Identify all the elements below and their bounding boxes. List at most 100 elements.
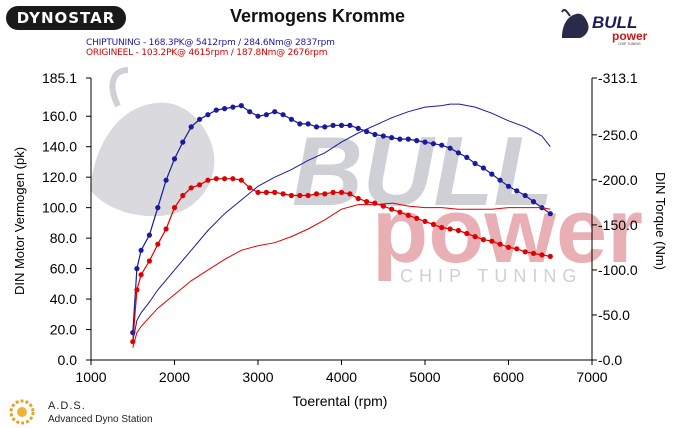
data-point (255, 113, 261, 119)
data-point (180, 139, 186, 145)
right-tick-label: -100.0 (598, 262, 638, 278)
data-point (347, 122, 353, 128)
data-point (263, 189, 269, 195)
left-axis-ticks: 0.0 20.0 40.0 60.0 80.0 100.0 120.0 140.0 160.0 1… (42, 70, 91, 368)
data-point (497, 177, 503, 183)
x-axis-ticks: 1000 2000 3000 4000 5000 6000 7000 (75, 360, 608, 385)
data-point (522, 192, 528, 199)
data-point (222, 106, 228, 112)
data-point (472, 160, 478, 167)
data-point (472, 234, 478, 240)
data-point (397, 209, 403, 215)
bull-logo-bottom-text: power (612, 29, 648, 43)
data-point (480, 237, 486, 243)
data-point (247, 185, 253, 191)
left-axis-label: DIN Motor Vermogen (pk) (12, 147, 27, 295)
series-line (132, 202, 551, 348)
data-point (280, 191, 286, 197)
data-point (530, 199, 537, 205)
data-point (146, 258, 152, 264)
left-tick-label: 160.0 (42, 108, 77, 124)
data-point (397, 136, 403, 142)
legend-chiptuning: CHIPTUNING - 168.3PK@ 5412rpm / 284.6Nm@… (86, 38, 335, 48)
data-point (313, 191, 320, 197)
ads-logo: A.D.S. Advanced Dyno Station (8, 398, 208, 428)
left-tick-label: 20.0 (50, 322, 77, 338)
series-line (132, 104, 551, 333)
data-point (447, 145, 453, 151)
data-point (205, 177, 211, 183)
data-point (364, 199, 370, 205)
data-point (213, 107, 219, 113)
ads-title: A.D.S. (48, 400, 86, 412)
data-point (405, 136, 411, 142)
x-axis-label: Toerental (rpm) (293, 393, 388, 409)
data-point (372, 131, 378, 138)
data-point (197, 116, 203, 122)
data-point (263, 112, 269, 118)
data-point (238, 103, 244, 109)
data-point (389, 206, 395, 212)
ads-subtitle: Advanced Dyno Station (48, 414, 153, 425)
data-point (330, 122, 336, 128)
data-point (180, 192, 186, 199)
x-tick-label: 6000 (493, 369, 524, 385)
data-point (430, 141, 436, 147)
data-point (171, 156, 178, 162)
data-point (155, 241, 161, 247)
data-point (489, 238, 495, 244)
data-point (355, 125, 361, 131)
chart-title: Vermogens Kromme (230, 6, 406, 26)
right-tick-label: -0.0 (598, 352, 622, 368)
data-point (155, 205, 161, 211)
data-point (505, 183, 512, 189)
data-point (305, 192, 311, 199)
dynostar-logo-text: DYNOSTAR (16, 9, 116, 27)
data-point (539, 252, 545, 258)
data-point (455, 227, 461, 234)
data-point (355, 195, 361, 202)
right-tick-label: -200.0 (598, 172, 638, 188)
data-point (338, 189, 345, 195)
data-point (138, 272, 144, 278)
bull-logo-top-text: BULL (592, 13, 637, 32)
data-point (313, 124, 320, 130)
data-point (134, 287, 140, 293)
legend-origineel: ORIGINEEL - 103.2PK@ 4615rpm / 187.8Nm@ … (86, 48, 328, 58)
data-point (338, 122, 345, 128)
data-point (547, 253, 553, 259)
data-point (238, 177, 244, 183)
data-point (447, 226, 453, 232)
data-point (530, 250, 537, 256)
data-point (146, 232, 152, 238)
series-layer (130, 103, 553, 348)
data-point (464, 230, 470, 237)
data-point (514, 188, 520, 194)
data-point (163, 177, 169, 183)
data-point (230, 176, 236, 182)
data-point (489, 171, 495, 177)
data-point (464, 154, 470, 160)
x-tick-label: 3000 (242, 369, 273, 385)
data-point (230, 104, 236, 110)
data-point (380, 133, 386, 139)
x-tick-label: 1000 (75, 369, 106, 385)
data-point (255, 189, 261, 195)
x-tick-label: 2000 (159, 369, 190, 385)
bull-logo-tagline: CHIP TUNING (618, 42, 641, 46)
data-point (439, 224, 445, 231)
right-tick-label: -250.0 (598, 127, 638, 143)
data-point (330, 189, 336, 195)
right-tick-label: -50.0 (598, 307, 630, 323)
data-point (505, 244, 512, 250)
data-point (213, 176, 219, 182)
data-point (430, 221, 436, 227)
left-tick-label: 60.0 (50, 261, 77, 277)
data-point (134, 266, 140, 272)
watermark-bull-horn-icon (109, 67, 129, 108)
right-tick-label: -150.0 (598, 217, 638, 233)
data-point (439, 142, 445, 148)
series-origineel-power (132, 202, 551, 348)
